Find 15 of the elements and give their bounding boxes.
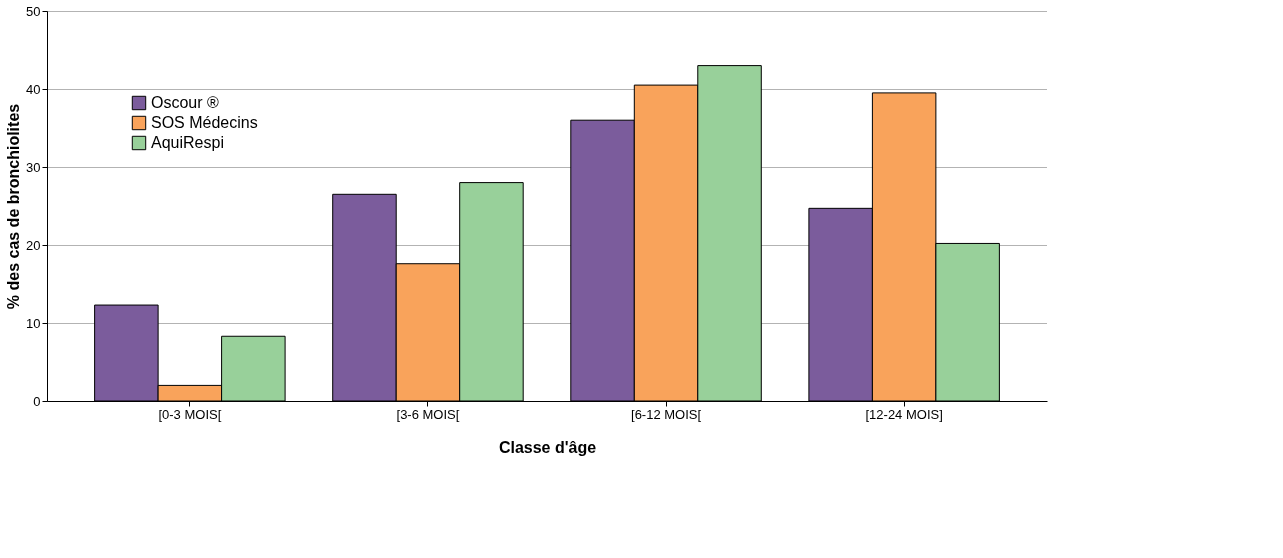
y-tick-label: 50 <box>26 3 41 19</box>
y-tick-label: 10 <box>26 315 41 331</box>
legend-label: AquiRespi <box>151 134 224 151</box>
x-axis-title: Classe d'âge <box>498 438 597 456</box>
x-tick-label: [12-24 MOIS] <box>865 406 943 422</box>
y-tick-label: 40 <box>26 81 41 97</box>
y-axis-title: % des cas de bronchiolites <box>5 103 23 310</box>
x-tick-label: [3-6 MOIS[ <box>396 406 460 422</box>
legend-label: Oscour ® <box>151 94 220 111</box>
x-tick-label: [6-12 MOIS[ <box>631 406 702 422</box>
legend-label: SOS Médecins <box>151 114 258 131</box>
y-tick-label: 0 <box>33 393 41 409</box>
y-tick-label: 20 <box>26 237 41 253</box>
x-tick-label: [0-3 MOIS[ <box>158 406 222 422</box>
y-tick-label: 30 <box>26 159 41 175</box>
